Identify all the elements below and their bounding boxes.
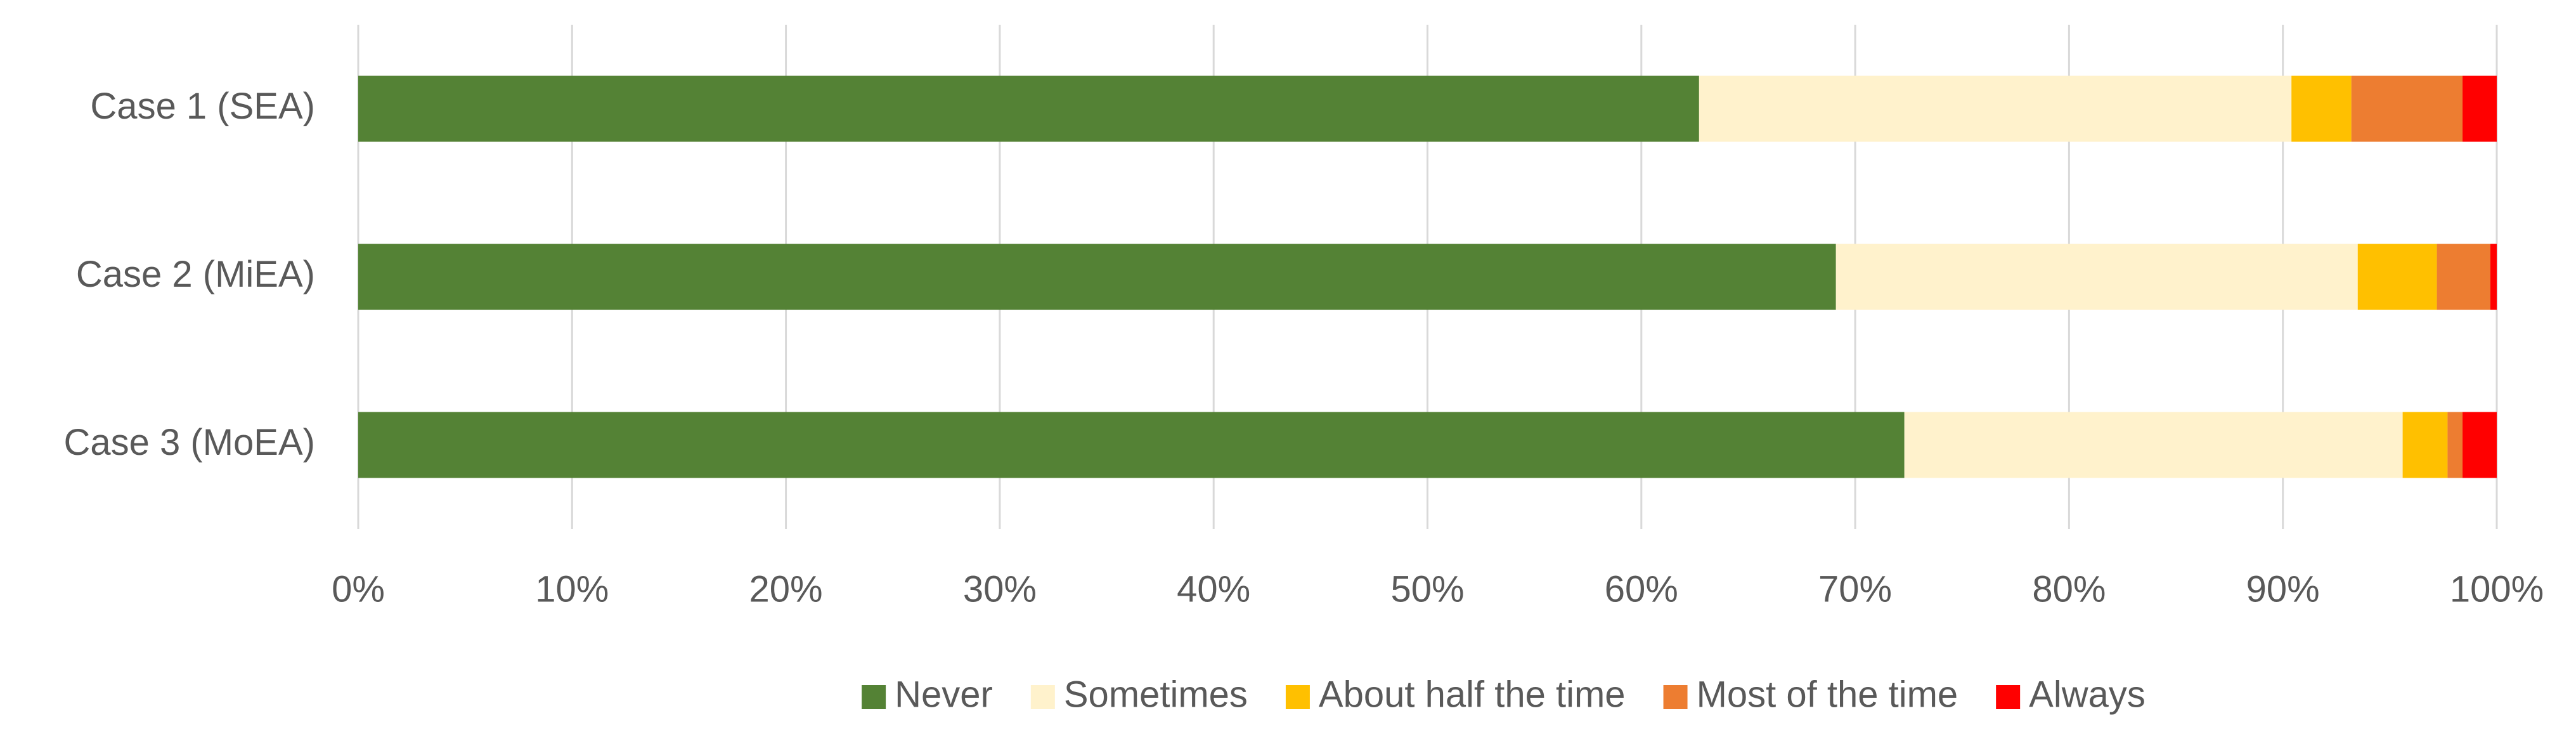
bar-segment (2437, 244, 2490, 310)
bar-segment (2357, 244, 2437, 310)
x-tick-label: 50% (1390, 568, 1464, 610)
bar-segment (2463, 75, 2497, 142)
legend-swatch (1030, 685, 1055, 709)
bar-segment (1835, 244, 2358, 310)
legend-swatch (1285, 685, 1310, 709)
bar-segment (2463, 412, 2497, 478)
bar-segment (2351, 75, 2463, 142)
x-tick-label: 30% (963, 568, 1037, 610)
x-tick-label: 70% (1818, 568, 1892, 610)
y-tick-label: Case 3 (MoEA) (64, 422, 315, 463)
bar-segment (2402, 412, 2448, 478)
x-tick-label: 0% (332, 568, 385, 610)
legend-label: Never (895, 674, 993, 715)
legend-swatch (862, 685, 886, 709)
bar-segment (2291, 75, 2352, 142)
y-tick-label: Case 1 (SEA) (90, 86, 315, 127)
y-tick-label: Case 2 (MiEA) (76, 254, 315, 295)
legend-label: Always (2029, 674, 2146, 715)
bar-segment (2490, 244, 2497, 310)
x-tick-label: 80% (2032, 568, 2106, 610)
x-tick-label: 10% (535, 568, 609, 610)
legend-label: About half the time (1319, 674, 1626, 715)
x-tick-label: 90% (2246, 568, 2320, 610)
legend-label: Most of the time (1697, 674, 1958, 715)
bar-segment (358, 412, 1905, 478)
bar-segment (2447, 412, 2463, 478)
x-tick-label: 100% (2450, 568, 2544, 610)
x-tick-label: 40% (1177, 568, 1250, 610)
bar-segment (1904, 412, 2403, 478)
bar-segment (1699, 75, 2292, 142)
x-tick-label: 60% (1605, 568, 1678, 610)
legend-label: Sometimes (1064, 674, 1248, 715)
bar-segment (358, 244, 1836, 310)
bar-segment (358, 75, 1699, 142)
legend-swatch (1996, 685, 2021, 709)
legend-swatch (1663, 685, 1688, 709)
x-tick-label: 20% (749, 568, 823, 610)
